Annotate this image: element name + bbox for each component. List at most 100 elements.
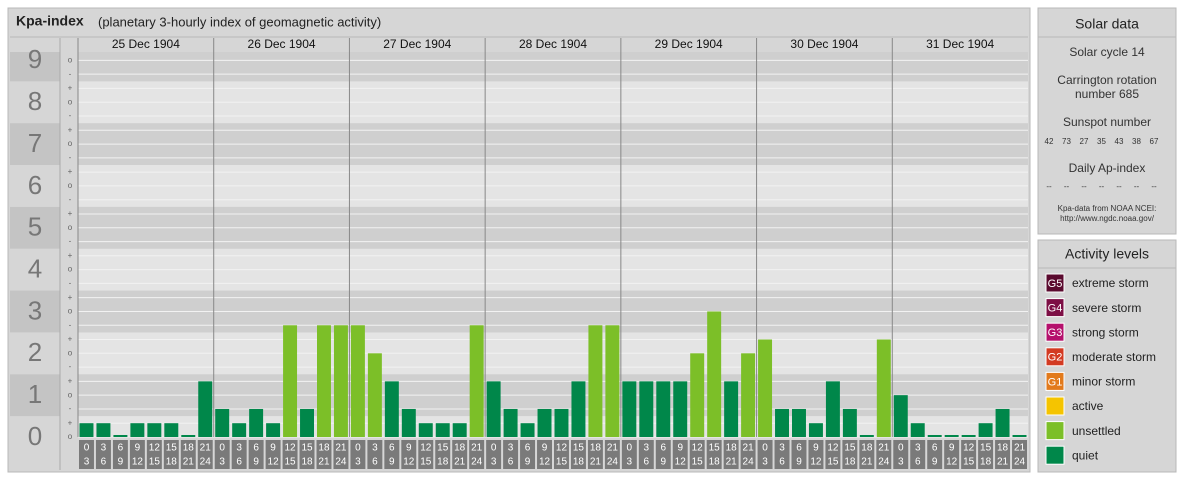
minor-tick-label: + — [68, 125, 73, 134]
x-tick-label: 15 — [827, 457, 839, 468]
x-tick-label: 21 — [1014, 443, 1026, 454]
x-tick-label: 3 — [219, 457, 225, 468]
x-tick-label: 6 — [644, 457, 650, 468]
hour-box — [333, 440, 349, 469]
chart-title: Kpa-index — [16, 13, 84, 29]
minor-tick-label: o — [68, 348, 73, 357]
minor-tick-label: - — [69, 404, 72, 413]
sunspot-value: 35 — [1097, 137, 1106, 146]
level-swatch — [1045, 396, 1065, 416]
hour-box — [655, 440, 671, 469]
hour-box — [570, 440, 586, 469]
sunspot-value: 43 — [1115, 137, 1124, 146]
hour-box — [452, 440, 468, 469]
x-tick-label: 15 — [301, 443, 313, 454]
minor-tick-label: o — [68, 307, 73, 316]
bar — [741, 353, 756, 437]
x-tick-label: 15 — [556, 457, 568, 468]
y-tick-label: 4 — [28, 253, 42, 283]
x-tick-label: 18 — [318, 443, 330, 454]
x-tick-label: 18 — [861, 443, 873, 454]
hour-box — [944, 440, 960, 469]
x-tick-label: 12 — [420, 443, 432, 454]
level-badge: G4 — [1048, 303, 1063, 315]
hour-box — [723, 440, 739, 469]
x-tick-label: 24 — [200, 457, 212, 468]
hour-box — [808, 440, 824, 469]
bar — [622, 381, 637, 437]
hour-box — [231, 440, 247, 469]
hour-box — [757, 440, 773, 469]
bar — [283, 325, 298, 437]
x-tick-label: 6 — [779, 457, 785, 468]
bar — [673, 381, 688, 437]
sunspot-value: 42 — [1045, 137, 1054, 146]
x-tick-label: 3 — [644, 443, 650, 454]
x-tick-label: 21 — [335, 443, 347, 454]
x-tick-label: 6 — [118, 443, 124, 454]
bar — [79, 423, 94, 437]
hour-box — [774, 440, 790, 469]
x-tick-label: 3 — [762, 457, 768, 468]
x-tick-label: 21 — [878, 443, 890, 454]
bar — [164, 423, 179, 437]
bar — [571, 381, 586, 437]
bar — [300, 408, 314, 437]
x-tick-label: 0 — [627, 443, 633, 454]
x-tick-label: 18 — [166, 457, 178, 468]
x-tick-label: 3 — [84, 457, 90, 468]
bar — [520, 423, 535, 437]
band — [10, 52, 60, 82]
solar-panel — [1037, 7, 1177, 235]
hour-box — [248, 440, 264, 469]
x-tick-label: 3 — [372, 443, 378, 454]
y-tick-label: 1 — [28, 379, 42, 409]
hour-box — [350, 440, 366, 469]
x-tick-label: 21 — [183, 457, 195, 468]
bar — [859, 435, 874, 437]
minor-tick-label: o — [68, 97, 73, 106]
x-tick-label: 9 — [253, 457, 259, 468]
bar — [452, 423, 467, 437]
sunspot-value: 38 — [1132, 137, 1141, 146]
bar — [486, 381, 501, 437]
day-label: 26 Dec 1904 — [248, 37, 316, 51]
level-label: minor storm — [1072, 375, 1135, 389]
x-tick-label: 21 — [997, 457, 1009, 468]
x-tick-label: 18 — [437, 457, 449, 468]
x-tick-label: 9 — [949, 443, 955, 454]
minor-tick-label: o — [68, 432, 73, 441]
hour-box — [129, 440, 145, 469]
x-tick-label: 9 — [677, 443, 683, 454]
x-tick-label: 9 — [118, 457, 124, 468]
bar — [775, 408, 789, 437]
bar — [554, 408, 569, 437]
x-tick-label: 3 — [236, 443, 242, 454]
rotation: number 685 — [1075, 87, 1139, 101]
x-tick-label: 12 — [675, 457, 687, 468]
bar — [503, 408, 518, 437]
x-tick-label: 15 — [980, 443, 992, 454]
minor-tick-label: o — [68, 223, 73, 232]
day-label: 31 Dec 1904 — [926, 37, 994, 51]
bar — [690, 353, 705, 437]
x-tick-label: 9 — [813, 443, 819, 454]
bar — [656, 381, 671, 437]
bar — [266, 423, 281, 437]
x-tick-label: 15 — [284, 457, 296, 468]
band — [78, 416, 1028, 437]
sunspot-value: 67 — [1150, 137, 1159, 146]
hour-box — [197, 440, 213, 469]
band — [10, 206, 60, 249]
level-swatch — [1045, 347, 1065, 367]
bar — [910, 423, 925, 437]
level-swatch — [1045, 421, 1065, 441]
bar — [639, 381, 654, 437]
x-tick-label: 12 — [149, 443, 161, 454]
hour-box — [163, 440, 179, 469]
x-tick-label: 6 — [525, 443, 531, 454]
level-label: severe storm — [1072, 301, 1141, 315]
x-tick-label: 24 — [471, 457, 483, 468]
hour-box — [401, 440, 417, 469]
